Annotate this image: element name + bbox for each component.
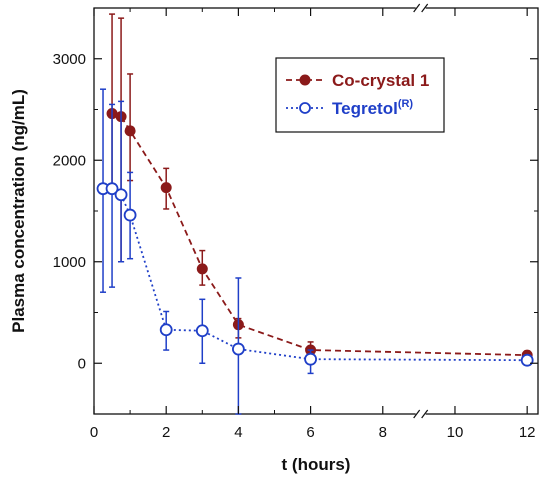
legend: Co-crystal 1 Tegretol(R) <box>275 57 445 133</box>
x-tick-label: 0 <box>90 424 98 441</box>
legend-item-2: Tegretol(R) <box>286 98 413 118</box>
legend-label-text: Tegretol <box>332 99 398 118</box>
data-point <box>304 352 317 366</box>
legend-label: Tegretol(R) <box>332 98 413 118</box>
x-tick-label: 10 <box>447 424 464 441</box>
legend-box <box>275 57 445 133</box>
axis-break-mark <box>421 3 429 13</box>
legend-marker <box>299 74 311 86</box>
data-point <box>123 208 137 222</box>
data-point <box>114 188 128 202</box>
y-tick-label: 3000 <box>53 51 86 68</box>
data-point <box>159 323 173 337</box>
data-point <box>124 125 136 137</box>
data-point <box>160 182 172 194</box>
data-point <box>195 324 209 338</box>
axis-break-mark <box>413 409 421 419</box>
series-line <box>111 112 528 357</box>
legend-marker <box>299 102 311 114</box>
data-point <box>105 182 119 196</box>
data-point <box>520 353 534 367</box>
y-axis-label: Plasma concentration (ng/mL) <box>9 89 28 333</box>
y-tick-label: 0 <box>78 355 86 372</box>
legend-label: Co-crystal 1 <box>332 71 429 90</box>
x-tick-label: 4 <box>234 424 242 441</box>
x-tick-label: 8 <box>379 424 387 441</box>
x-tick-label: 2 <box>162 424 170 441</box>
series-2 <box>96 88 534 415</box>
y-tick-label: 1000 <box>53 254 86 271</box>
axis-break-gap <box>415 411 426 417</box>
axis-break-mark <box>413 3 421 13</box>
x-axis-label: t (hours) <box>282 455 351 474</box>
data-point <box>196 263 208 275</box>
x-tick-label: 6 <box>306 424 314 441</box>
axis-break-gap <box>415 5 426 11</box>
data-point <box>231 342 245 356</box>
legend-label-superscript: (R) <box>398 98 414 110</box>
y-tick-label: 2000 <box>53 152 86 169</box>
legend-item-1: Co-crystal 1 <box>286 71 429 90</box>
x-tick-label: 12 <box>519 424 536 441</box>
legend-label-text: Co-crystal 1 <box>332 71 429 90</box>
axis-break-mark <box>421 409 429 419</box>
